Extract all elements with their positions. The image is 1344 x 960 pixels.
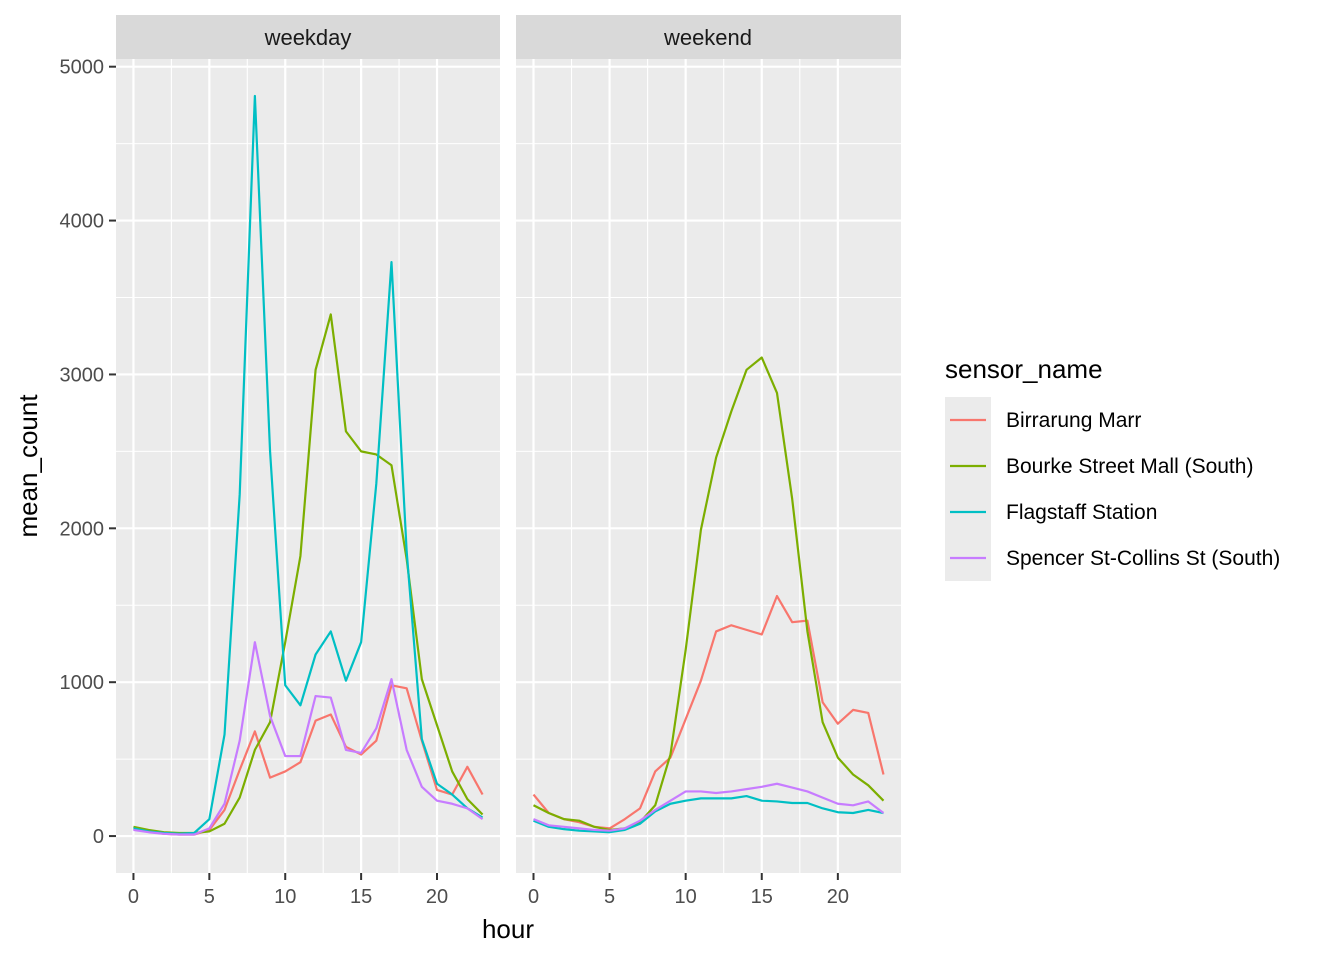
panel-weekday-grid [116, 59, 500, 873]
series-line-flagstaff-station-weekend [533, 794, 884, 834]
legend: sensor_name Birrarung Marr Bourke Street … [945, 354, 1280, 581]
strip-weekday-background [116, 15, 500, 59]
y-tick-label: 3000 [60, 364, 105, 386]
legend-label-spencer-st-collins-st-south: Spencer St-Collins St (South) [1006, 547, 1280, 570]
x-tick-label: 10 [675, 886, 697, 908]
x-tick-label: 5 [204, 886, 215, 908]
x-tick-label: 20 [426, 886, 448, 908]
x-tick-label: 20 [827, 886, 849, 908]
y-tick-label: 0 [93, 826, 104, 848]
x-tick-label: 15 [751, 886, 773, 908]
x-tick-label: 10 [274, 886, 296, 908]
y-tick-label: 1000 [60, 672, 105, 694]
legend-label-bourke-street-mall-south: Bourke Street Mall (South) [1006, 455, 1253, 478]
series-line-spencer-st-collins-st-south-weekday [133, 641, 484, 836]
series-line-bourke-street-mall-south-weekend [533, 356, 885, 832]
legend-title: sensor_name [945, 354, 1103, 384]
strip-weekend-label: weekend [663, 25, 752, 50]
x-tick-label: 0 [528, 886, 539, 908]
x-axis-weekday: 0 5 10 15 20 [128, 873, 448, 908]
x-tick-label: 0 [128, 886, 139, 908]
legend-label-flagstaff-station: Flagstaff Station [1006, 501, 1157, 524]
legend-keys: Birrarung Marr Bourke Street Mall (South)… [945, 397, 1280, 581]
y-tick-label: 5000 [60, 57, 105, 79]
strip-weekday-label: weekday [264, 25, 352, 50]
facet-weekend: weekend [516, 15, 901, 873]
facet-weekday: weekday [116, 15, 500, 873]
y-tick-label: 2000 [60, 518, 105, 540]
series-line-flagstaff-station-weekday [133, 94, 484, 835]
legend-label-birrarung-marr: Birrarung Marr [1006, 409, 1141, 432]
strip-weekend-background [516, 15, 901, 59]
series-line-spencer-st-collins-st-south-weekend [533, 782, 885, 832]
x-tick-label: 5 [604, 886, 615, 908]
panel-weekend-grid [516, 59, 901, 873]
x-axis-weekend: 0 5 10 15 20 [528, 873, 849, 908]
panel-weekend-lines [532, 356, 885, 834]
panel-weekday-lines [133, 94, 484, 836]
panel-weekend-background [516, 59, 901, 873]
x-axis-title: hour [482, 914, 534, 944]
y-tick-label: 4000 [60, 211, 105, 233]
y-axis-title: mean_count [13, 394, 43, 538]
y-axis: 0 1000 2000 3000 4000 5000 [60, 57, 116, 848]
x-tick-label: 15 [350, 886, 372, 908]
